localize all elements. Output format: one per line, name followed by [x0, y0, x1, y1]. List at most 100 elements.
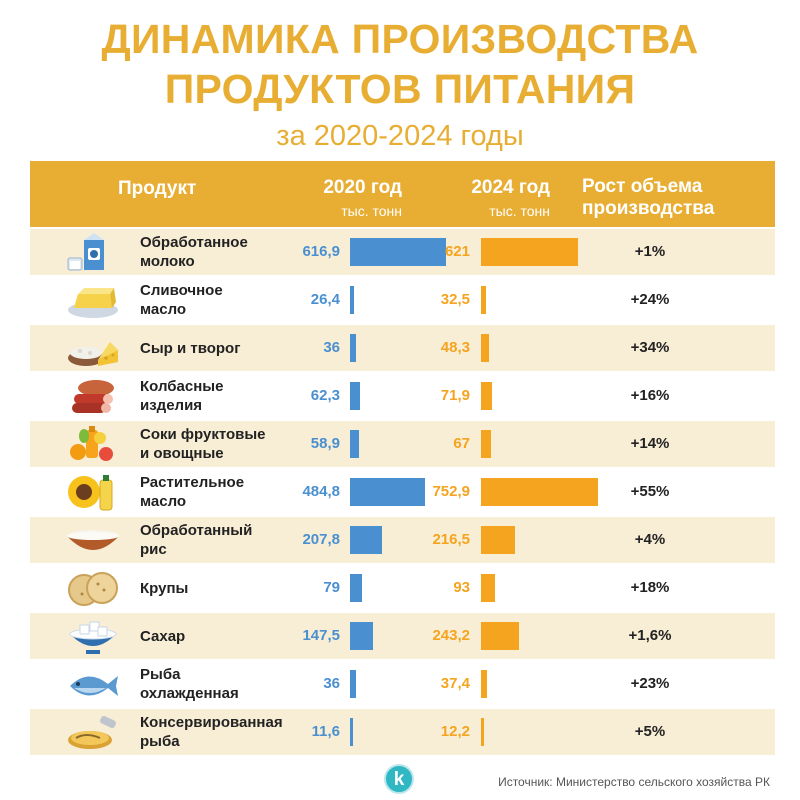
table-row: Обработанное молоко 616,9 621 +1%	[30, 229, 775, 275]
growth-value: +24%	[630, 291, 670, 308]
product-name-line-1: Колбасные	[140, 378, 224, 395]
header-2024: 2024 год	[471, 177, 550, 198]
growth-value: +1,6%	[628, 627, 672, 644]
sausage-icon	[64, 376, 122, 416]
product-name-line-1: Обработанное	[140, 234, 248, 251]
bar-2024	[481, 526, 515, 554]
growth-value: +18%	[630, 579, 670, 596]
product-name-line-2: молоко	[140, 253, 195, 270]
value-2024: 67	[453, 435, 470, 452]
growth-value: +55%	[630, 483, 670, 500]
product-name-line-1: Соки фруктовые	[140, 426, 266, 443]
product-name-line-2: масло	[140, 493, 187, 510]
value-2020: 147,5	[302, 627, 340, 644]
bar-2020	[350, 574, 363, 602]
bar-2024	[481, 670, 487, 698]
page-subtitle: за 2020-2024 годы	[276, 120, 524, 152]
product-name-line-1: Крупы	[140, 579, 189, 597]
title-line-1: ДИНАМИКА ПРОИЗВОДСТВА	[101, 16, 699, 62]
bar-2020	[350, 526, 383, 554]
table-row: Колбасные изделия 62,3 71,9 +16%	[30, 373, 775, 419]
table-row: Обработанный рис 207,8 216,5 +4%	[30, 517, 775, 563]
table-row: Растительное масло 484,8 752,9 +55%	[30, 469, 775, 515]
page-title: ДИНАМИКА ПРОИЗВОДСТВА ПРОДУКТОВ ПИТАНИЯ	[0, 14, 800, 114]
product-name-line-2: охлажденная	[140, 685, 239, 702]
table-row: Сыр и творог 36 48,3 +34%	[30, 325, 775, 371]
bar-2020	[350, 286, 355, 314]
bar-2024	[481, 334, 489, 362]
table-row: Рыба охлажденная 36 37,4 +23%	[30, 661, 775, 707]
value-2024: 243,2	[432, 627, 470, 644]
growth-value: +34%	[630, 339, 670, 356]
value-2024: 71,9	[440, 387, 470, 404]
bar-2024	[481, 238, 578, 266]
header-2020: 2020 год	[323, 177, 402, 198]
bar-2020	[350, 430, 360, 458]
value-2020: 62,3	[310, 387, 340, 404]
table-row: Соки фруктовые и овощные 58,9 67 +14%	[30, 421, 775, 467]
value-2020: 11,6	[311, 723, 340, 740]
growth-value: +14%	[630, 435, 670, 452]
table-row: Сливочное масло 26,4 32,5 +24%	[30, 277, 775, 323]
milk-carton-icon	[64, 232, 122, 272]
bar-2020	[350, 382, 360, 410]
header-growth-line-1: Рост объема	[582, 176, 703, 197]
product-name: Растительное масло	[140, 469, 290, 515]
product-name: Рыба охлажденная	[140, 661, 290, 707]
value-2024: 752,9	[432, 483, 470, 500]
product-name-line-2: масло	[140, 301, 187, 318]
header-growth: Рост объема производства	[582, 176, 762, 220]
butter-icon	[64, 280, 122, 320]
value-2024: 621	[444, 243, 470, 260]
value-2024: 48,3	[440, 339, 470, 356]
growth-value: +5%	[634, 723, 666, 740]
bar-2024	[481, 574, 496, 602]
header-2024-unit: тыс. тонн	[489, 203, 550, 219]
bar-2024	[481, 478, 598, 506]
product-name: Консервированная рыба	[140, 709, 290, 755]
product-name-line-1: Консервированная	[140, 714, 283, 731]
header-growth-line-2: производства	[582, 198, 715, 219]
value-2024: 37,4	[440, 675, 470, 692]
value-2020: 79	[323, 579, 340, 596]
product-name: Крупы	[140, 565, 290, 611]
product-name: Соки фруктовые и овощные	[140, 421, 290, 467]
bar-2024	[481, 718, 484, 746]
canned-fish-icon	[64, 712, 122, 752]
brand-logo: k	[384, 764, 414, 794]
product-name: Сыр и творог	[140, 325, 290, 371]
growth-value: +4%	[634, 531, 666, 548]
growth-value: +23%	[630, 675, 670, 692]
product-name-line-2: рис	[140, 541, 167, 558]
cheese-icon	[64, 328, 122, 368]
value-2020: 36	[323, 675, 340, 692]
value-2024: 12,2	[440, 723, 470, 740]
fish-icon	[64, 664, 122, 704]
table-row: Консервированная рыба 11,6 12,2 +5%	[30, 709, 775, 755]
bar-2020	[350, 718, 353, 746]
rice-bowl-icon	[64, 520, 122, 560]
bar-2024	[481, 382, 493, 410]
product-name-line-1: Сахар	[140, 627, 186, 645]
growth-value: +16%	[630, 387, 670, 404]
value-2020: 36	[323, 339, 340, 356]
product-name-line-2: и овощные	[140, 445, 224, 462]
product-name: Сахар	[140, 613, 290, 659]
table-row: Сахар 147,5 243,2 +1,6%	[30, 613, 775, 659]
source-note: Источник: Министерство сельского хозяйст…	[498, 775, 770, 789]
value-2024: 93	[453, 579, 470, 596]
bar-2020	[350, 334, 356, 362]
sugar-bowl-icon	[64, 616, 122, 656]
product-name: Колбасные изделия	[140, 373, 290, 419]
product-name-line-1: Растительное	[140, 474, 245, 491]
product-name-line-2: рыба	[140, 733, 180, 750]
product-name: Обработанное молоко	[140, 229, 290, 275]
bar-2020	[350, 478, 426, 506]
header-product: Продукт	[118, 178, 197, 199]
product-name-line-1: Сыр и творог	[140, 339, 241, 357]
value-2020: 616,9	[302, 243, 340, 260]
table-row: Крупы 79 93 +18%	[30, 565, 775, 611]
bar-2020	[350, 622, 373, 650]
value-2020: 484,8	[302, 483, 340, 500]
growth-value: +1%	[634, 243, 666, 260]
